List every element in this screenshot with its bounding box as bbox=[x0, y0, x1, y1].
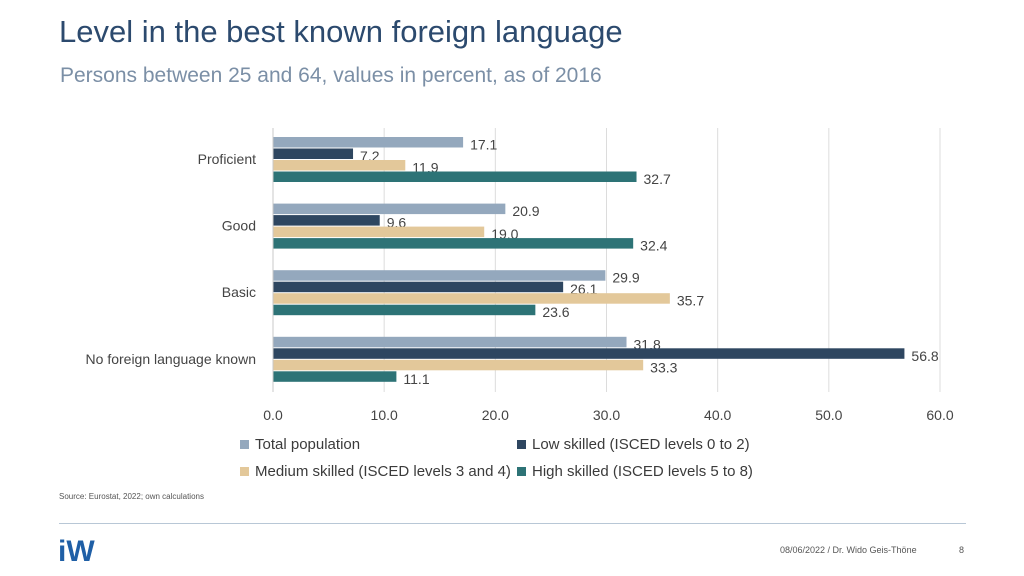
bar-0-0 bbox=[273, 137, 464, 148]
bar-label-0-3: 32.7 bbox=[644, 171, 671, 187]
footer-date-author: 08/06/2022 / Dr. Wido Geis-Thöne bbox=[780, 545, 917, 555]
bar-label-1-3: 32.4 bbox=[640, 238, 667, 254]
bar-label-3-2: 33.3 bbox=[650, 359, 677, 375]
bar-label-2-2: 35.7 bbox=[677, 293, 704, 309]
bar-3-1 bbox=[273, 348, 905, 359]
x-tick-label-6: 60.0 bbox=[926, 407, 953, 423]
category-label-0: Proficient bbox=[198, 151, 256, 167]
bar-0-2 bbox=[273, 160, 406, 171]
bar-3-0 bbox=[273, 336, 627, 348]
legend-item-medium: Medium skilled (ISCED levels 3 and 4) bbox=[240, 463, 511, 480]
bar-label-0-0: 17.1 bbox=[470, 137, 497, 153]
bar-1-1 bbox=[273, 215, 380, 226]
legend-label-low: Low skilled (ISCED levels 0 to 2) bbox=[532, 436, 750, 453]
category-label-1: Good bbox=[222, 218, 256, 234]
x-tick-label-3: 30.0 bbox=[593, 407, 620, 423]
bar-1-2 bbox=[273, 226, 485, 238]
legend-label-medium: Medium skilled (ISCED levels 3 and 4) bbox=[255, 463, 511, 480]
legend-item-high: High skilled (ISCED levels 5 to 8) bbox=[517, 463, 753, 480]
legend-swatch-medium bbox=[240, 467, 249, 476]
bar-3-2 bbox=[273, 359, 644, 371]
category-label-3: No foreign language known bbox=[86, 351, 256, 367]
bar-0-1 bbox=[273, 148, 354, 159]
bar-2-0 bbox=[273, 270, 606, 281]
source-note: Source: Eurostat, 2022; own calculations bbox=[59, 492, 204, 501]
x-tick-label-2: 20.0 bbox=[482, 407, 509, 423]
footer-divider bbox=[59, 523, 966, 524]
page-number: 8 bbox=[959, 545, 965, 555]
logo-text: iW bbox=[58, 535, 95, 565]
legend-item-total: Total population bbox=[240, 436, 360, 453]
bar-label-3-1: 56.8 bbox=[911, 348, 938, 364]
iw-logo: iW bbox=[58, 535, 95, 565]
bar-label-2-3: 23.6 bbox=[542, 304, 569, 320]
bar-1-0 bbox=[273, 203, 506, 215]
legend-swatch-high bbox=[517, 467, 526, 476]
bar-3-3 bbox=[273, 371, 397, 382]
bar-label-1-0: 20.9 bbox=[512, 203, 539, 219]
x-tick-label-1: 10.0 bbox=[371, 407, 398, 423]
x-tick-label-0: 0.0 bbox=[263, 407, 283, 423]
page-title: Level in the best known foreign language bbox=[59, 14, 623, 49]
category-label-2: Basic bbox=[222, 284, 256, 300]
bar-2-3 bbox=[273, 304, 536, 316]
bar-2-1 bbox=[273, 281, 564, 293]
legend-swatch-low bbox=[517, 440, 526, 449]
legend-label-total: Total population bbox=[255, 436, 361, 453]
x-tick-label-5: 50.0 bbox=[815, 407, 842, 423]
bar-label-2-0: 29.9 bbox=[612, 270, 639, 286]
x-tick-label-4: 40.0 bbox=[704, 407, 731, 423]
bar-1-3 bbox=[273, 238, 634, 249]
legend-item-low: Low skilled (ISCED levels 0 to 2) bbox=[517, 436, 750, 453]
legend-swatch-total bbox=[240, 440, 249, 449]
page-subtitle: Persons between 25 and 64, values in per… bbox=[60, 64, 602, 87]
legend-label-high: High skilled (ISCED levels 5 to 8) bbox=[532, 463, 753, 480]
bar-0-3 bbox=[273, 171, 637, 182]
bar-2-2 bbox=[273, 293, 670, 304]
bar-label-3-3: 11.1 bbox=[403, 371, 429, 387]
